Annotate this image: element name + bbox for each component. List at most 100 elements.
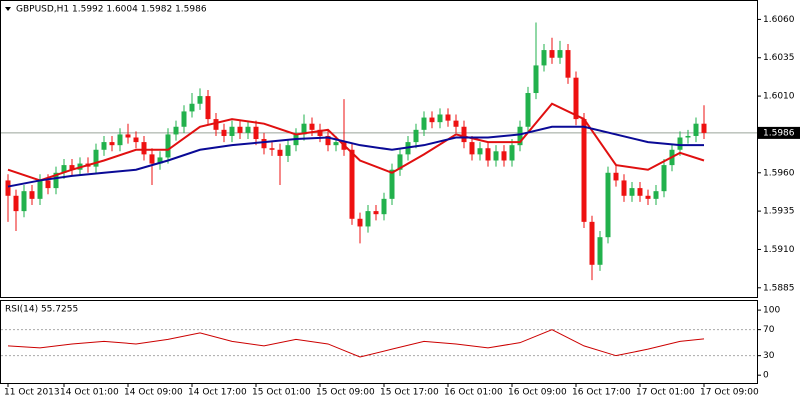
candle-body: [645, 195, 651, 199]
candle-body: [541, 50, 547, 66]
candle-body: [101, 142, 107, 150]
moving-average: [7, 125, 704, 188]
x-tick-label: 15 Oct 17:00: [380, 388, 439, 398]
candle-body: [117, 134, 123, 146]
candle-body: [269, 148, 275, 150]
current-price-label: 1.5986: [763, 128, 795, 138]
candle-body: [301, 123, 307, 135]
rsi-title: RSI(14) 55.7255: [5, 305, 78, 315]
candle-body: [629, 188, 635, 196]
candle-body: [277, 149, 283, 156]
candle-body: [549, 50, 555, 58]
rsi-panel: [0, 300, 758, 384]
candle-body: [437, 114, 443, 123]
candle-body: [693, 123, 699, 136]
candle-body: [157, 157, 163, 164]
candle-body: [173, 126, 179, 135]
y-tick-label: 1.6035: [763, 53, 795, 63]
candle-body: [493, 151, 499, 161]
candle-body: [365, 211, 371, 227]
menu-arrow: [5, 7, 11, 11]
candle-body: [109, 142, 115, 146]
candle-body: [357, 218, 363, 227]
candle-body: [45, 180, 51, 189]
candle-body: [189, 103, 195, 112]
candle-body: [53, 172, 59, 189]
y-tick-label: 0: [763, 371, 769, 381]
y-tick-label: 1.6010: [763, 92, 795, 102]
candle-body: [461, 126, 467, 143]
candle-body: [501, 151, 507, 161]
candle-body: [397, 154, 403, 170]
candle-body: [253, 126, 259, 140]
x-tick-label: 17 Oct 01:00: [636, 388, 695, 398]
candle-body: [661, 165, 667, 192]
candle-body: [517, 126, 523, 146]
moving-average: [7, 102, 705, 182]
candle-body: [389, 169, 395, 199]
candle-body: [453, 120, 459, 127]
candle-body: [509, 145, 515, 161]
candle-body: [637, 188, 643, 196]
candle-body: [621, 180, 627, 196]
candle-body: [573, 77, 579, 120]
candle-body: [413, 129, 419, 143]
candle-body: [221, 129, 227, 136]
candle-body: [13, 195, 19, 212]
candle-body: [653, 191, 659, 199]
x-tick-label: 14 Oct 17:00: [188, 388, 247, 398]
candle-body: [581, 119, 587, 222]
candle-body: [229, 126, 235, 136]
candle-body: [421, 117, 427, 130]
candle-body: [141, 142, 147, 155]
candle-body: [597, 237, 603, 265]
y-tick-label: 30: [763, 351, 775, 361]
candle-body: [333, 142, 339, 146]
candle-body: [149, 154, 155, 164]
candle-body: [285, 145, 291, 156]
candle-body: [445, 114, 451, 121]
candle-body: [205, 96, 211, 120]
y-tick-label: 1.6060: [763, 15, 795, 25]
candle-body: [325, 135, 331, 146]
candle-body: [21, 191, 27, 212]
x-tick-label: 11 Oct 2013: [4, 388, 60, 398]
candle-body: [485, 148, 491, 161]
rsi-line: [7, 329, 705, 358]
y-tick-label: 1.5960: [763, 168, 795, 178]
candle-body: [213, 119, 219, 130]
x-tick-label: 16 Oct 09:00: [508, 388, 567, 398]
x-tick-label: 17 Oct 09:00: [700, 388, 759, 398]
candle-body: [317, 129, 323, 136]
x-tick-label: 16 Oct 17:00: [572, 388, 631, 398]
candle-body: [589, 221, 595, 265]
candle-body: [565, 50, 571, 78]
candle-body: [613, 172, 619, 181]
x-tick-label: 14 Oct 01:00: [60, 388, 119, 398]
y-tick-label: 1.5885: [763, 283, 795, 293]
candle-body: [245, 126, 251, 133]
candle-body: [237, 126, 243, 133]
y-tick-label: 1.5910: [763, 245, 795, 255]
y-tick-label: 100: [763, 306, 780, 316]
candle-body: [685, 135, 691, 138]
candle-body: [5, 180, 11, 196]
candle-body: [701, 123, 707, 133]
candle-body: [309, 123, 315, 130]
chart-title: GBPUSD,H1 1.5992 1.6004 1.5982 1.5986: [16, 5, 207, 15]
candle-body: [37, 180, 43, 199]
x-tick-label: 16 Oct 01:00: [444, 388, 503, 398]
candle-body: [133, 137, 139, 143]
candle-body: [349, 149, 355, 219]
candle-body: [533, 65, 539, 94]
candle-body: [125, 134, 131, 138]
main-panel: [0, 0, 758, 298]
y-tick-label: 70: [763, 325, 775, 335]
x-tick-label: 15 Oct 09:00: [316, 388, 375, 398]
candle-body: [605, 172, 611, 238]
candle-body: [477, 148, 483, 155]
candle-body: [381, 198, 387, 215]
candle-body: [181, 111, 187, 127]
